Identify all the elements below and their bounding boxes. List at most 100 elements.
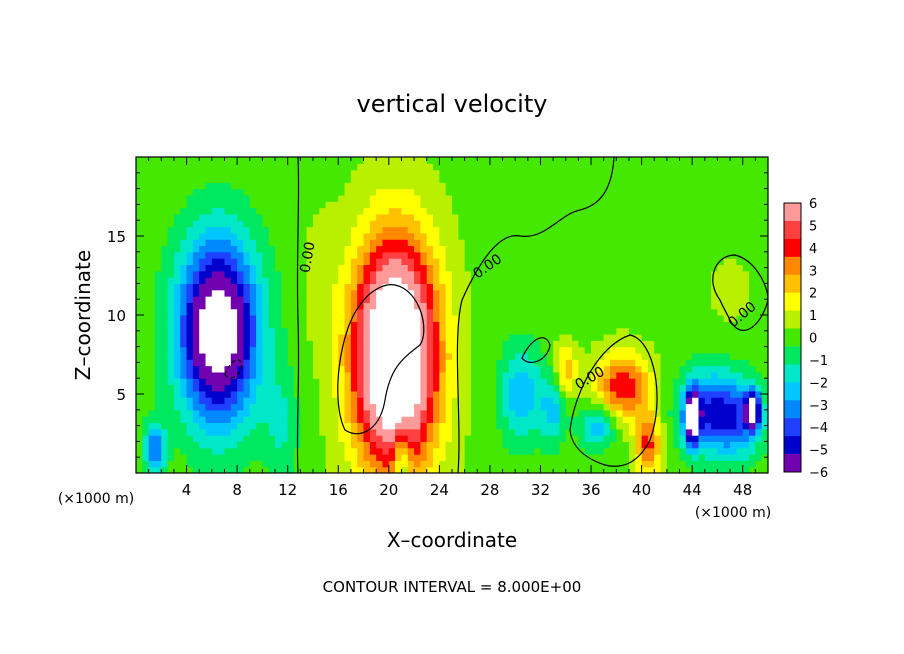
field-cell bbox=[515, 226, 523, 234]
field-cell bbox=[565, 277, 573, 284]
field-cell bbox=[591, 289, 598, 297]
field-cell bbox=[256, 397, 263, 405]
field-cell bbox=[173, 251, 181, 259]
field-cell bbox=[685, 194, 693, 202]
field-cell bbox=[534, 188, 542, 196]
field-cell bbox=[610, 175, 617, 183]
field-cell bbox=[704, 163, 712, 171]
field-cell bbox=[211, 207, 219, 215]
field-cell bbox=[711, 460, 719, 468]
field-cell bbox=[445, 182, 453, 190]
field-cell bbox=[717, 169, 725, 177]
field-cell bbox=[584, 409, 592, 417]
field-cell bbox=[350, 220, 358, 228]
field-cell bbox=[540, 371, 548, 379]
field-cell bbox=[376, 352, 384, 360]
field-cell bbox=[369, 188, 377, 196]
field-cell bbox=[388, 226, 396, 234]
field-cell bbox=[553, 359, 561, 367]
field-cell bbox=[350, 207, 358, 215]
field-cell bbox=[363, 422, 371, 430]
field-cell bbox=[553, 441, 561, 449]
field-cell bbox=[628, 308, 636, 316]
field-cell bbox=[641, 403, 649, 411]
field-cell bbox=[628, 333, 636, 341]
field-cell bbox=[489, 371, 497, 379]
field-cell bbox=[679, 428, 687, 436]
field-cell bbox=[635, 371, 643, 379]
field-cell bbox=[382, 397, 390, 405]
field-cell bbox=[641, 283, 649, 291]
field-cell bbox=[224, 346, 232, 354]
field-cell bbox=[407, 409, 415, 417]
field-cell bbox=[262, 270, 270, 278]
field-cell bbox=[230, 302, 238, 310]
field-cell bbox=[262, 365, 270, 373]
field-cell bbox=[357, 403, 365, 411]
field-cell bbox=[692, 346, 700, 354]
field-cell bbox=[256, 182, 263, 190]
field-cell bbox=[622, 315, 630, 322]
field-cell bbox=[357, 441, 365, 449]
field-cell bbox=[173, 365, 181, 373]
field-cell bbox=[553, 157, 561, 164]
field-cell bbox=[173, 264, 181, 272]
field-cell bbox=[382, 346, 390, 354]
field-cell bbox=[420, 239, 428, 247]
field-cell bbox=[641, 277, 649, 284]
field-cell bbox=[477, 283, 485, 291]
field-cell bbox=[325, 175, 333, 183]
field-cell bbox=[357, 277, 365, 284]
field-cell bbox=[199, 239, 207, 247]
field-cell bbox=[470, 188, 478, 196]
field-cell bbox=[666, 302, 674, 310]
field-cell bbox=[338, 333, 346, 341]
field-cell bbox=[749, 194, 756, 202]
field-cell bbox=[344, 378, 352, 386]
field-cell bbox=[237, 340, 245, 348]
field-cell bbox=[565, 289, 573, 297]
field-cell bbox=[540, 207, 548, 215]
field-cell bbox=[218, 422, 226, 430]
field-cell bbox=[673, 163, 681, 171]
field-cell bbox=[736, 169, 744, 177]
field-cell bbox=[546, 422, 554, 430]
field-cell bbox=[256, 169, 263, 177]
field-cell bbox=[603, 169, 611, 177]
field-cell bbox=[641, 251, 649, 259]
field-cell bbox=[458, 378, 466, 386]
field-cell bbox=[186, 371, 194, 379]
field-cell bbox=[256, 409, 263, 417]
field-cell bbox=[186, 454, 194, 461]
field-cell bbox=[281, 194, 289, 202]
field-cell bbox=[622, 226, 630, 234]
field-cell bbox=[192, 384, 200, 392]
field-cell bbox=[426, 352, 434, 360]
field-cell bbox=[243, 188, 251, 196]
field-cell bbox=[477, 264, 485, 272]
field-cell bbox=[199, 321, 207, 329]
field-cell bbox=[610, 346, 617, 354]
field-cell bbox=[654, 283, 662, 291]
field-cell bbox=[673, 365, 681, 373]
field-cell bbox=[502, 207, 510, 215]
field-cell bbox=[679, 359, 687, 367]
field-cell bbox=[458, 182, 466, 190]
field-cell bbox=[761, 245, 768, 253]
field-cell bbox=[616, 359, 624, 367]
field-cell bbox=[211, 289, 219, 297]
field-cell bbox=[414, 226, 421, 234]
field-cell bbox=[521, 239, 529, 247]
field-cell bbox=[628, 270, 636, 278]
field-cell bbox=[161, 397, 169, 405]
field-cell bbox=[382, 163, 390, 171]
field-cell bbox=[142, 157, 150, 164]
field-cell bbox=[369, 182, 377, 190]
field-cell bbox=[660, 239, 668, 247]
field-cell bbox=[439, 454, 447, 461]
field-cell bbox=[610, 232, 617, 240]
field-cell bbox=[622, 340, 630, 348]
field-cell bbox=[173, 270, 181, 278]
field-cell bbox=[230, 346, 238, 354]
field-cell bbox=[692, 466, 700, 473]
